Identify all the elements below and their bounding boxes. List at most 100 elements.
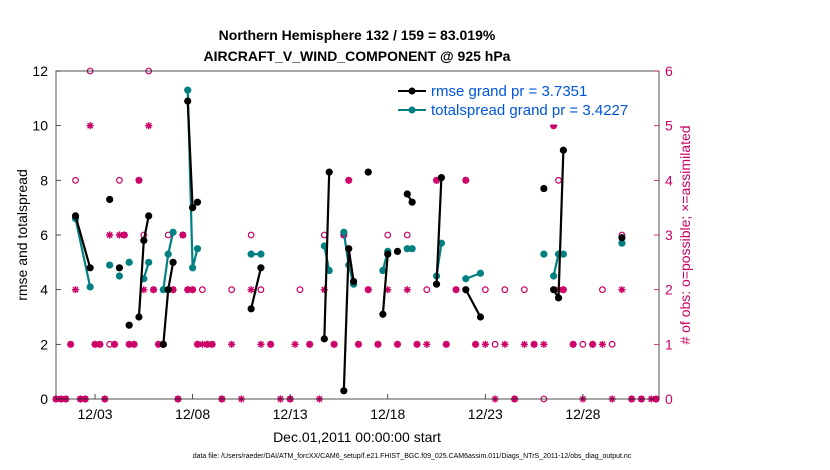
rmse-point-35 (618, 234, 626, 242)
rmse-point-21 (364, 168, 372, 176)
y2-tick-label-5: 5 (665, 118, 673, 134)
obs-assimilated-marker-59 (462, 176, 470, 184)
y2-tick-label-4: 4 (665, 172, 673, 188)
obs-possible-marker-13 (116, 176, 123, 184)
totalspread-point-31 (559, 250, 567, 258)
totalspread-line-0 (74, 218, 92, 288)
obs-assimilated-marker-17 (135, 176, 143, 184)
obs-assimilated-marker-31 (203, 340, 211, 348)
data-file-footnote: data file: /Users/raeder/DAI/ATM_forcXX/… (193, 453, 632, 460)
rmse-point-24 (393, 247, 402, 255)
totalspread-point-32 (618, 239, 626, 247)
rmse-point-16 (320, 335, 328, 343)
obs-assimilated-marker-13 (115, 231, 124, 239)
legend-box (395, 77, 657, 125)
obs-possible-marker-69 (579, 340, 587, 348)
obs-assimilated-marker-36 (247, 286, 255, 294)
plot-area (52, 67, 660, 403)
obs-assimilated-marker-20 (149, 286, 158, 294)
obs-possible-marker-60 (501, 286, 509, 294)
rmse-point-15 (257, 264, 265, 272)
obs-possible-marker-48 (384, 231, 392, 239)
x-tick-label-4: 12/23 (468, 406, 503, 422)
totalspread-point-12 (193, 245, 202, 253)
x-axis-label: Dec.01,2011 00:00:00 start (273, 429, 441, 445)
totalspread-point-13 (247, 250, 255, 258)
rmse-point-17 (325, 168, 333, 176)
obs-assimilated-marker-54 (413, 340, 421, 348)
legend-spread-label: totalspread grand pr = 3.4227 (431, 102, 628, 119)
obs-assimilated-marker-16 (130, 340, 138, 348)
y-tick-label-3: 6 (40, 227, 48, 243)
y-axis-left: 0 2 4 6 8 10 12 (32, 63, 61, 407)
rmse-point-9 (164, 286, 172, 294)
obs-assimilated-marker-48 (354, 340, 363, 348)
rmse-point-7 (145, 212, 153, 220)
rmse-point-29 (462, 286, 470, 294)
totalspread-point-14 (257, 250, 265, 258)
obs-assimilated-marker-21 (154, 340, 163, 348)
obs-assimilated-marker-44 (320, 286, 328, 294)
obs-assimilated-marker-57 (442, 340, 450, 348)
obs-possible-marker-4 (72, 176, 79, 184)
rmse-line-10 (464, 289, 482, 318)
obs-assimilated-marker-45 (330, 340, 338, 348)
y-tick-label-4: 8 (40, 172, 48, 188)
y-tick-label-0: 0 (40, 391, 48, 407)
rmse-point-10 (169, 258, 177, 266)
rmse-point-8 (159, 340, 167, 348)
rmse-point-2 (106, 195, 114, 204)
rmse-line-3 (186, 101, 199, 211)
x-tick-label-2: 12/13 (273, 406, 308, 422)
obs-assimilated-marker-14 (120, 231, 128, 239)
obs-assimilated-marker-18 (140, 286, 148, 294)
rmse-line-9 (435, 177, 443, 285)
y-tick-label-1: 2 (40, 336, 48, 352)
rmse-point-33 (554, 294, 563, 302)
legend-rmse-label: rmse grand pr = 3.7351 (431, 83, 587, 100)
totalspread-point-2 (106, 261, 114, 269)
obs-assimilated-marker-63 (501, 340, 509, 348)
chart-title: Northern Hemisphere 132 / 159 = 83.019% (219, 27, 496, 43)
obs-assimilated-marker-41 (291, 340, 299, 348)
obs-assimilated-marker-47 (345, 176, 353, 184)
totalspread-point-8 (164, 250, 172, 258)
obs-assimilated-marker-24 (169, 286, 177, 294)
totalspread-point-29 (550, 272, 558, 280)
totalspread-point-25 (437, 239, 446, 247)
obs-assimilated-marker-34 (228, 340, 236, 348)
rmse-line-7 (381, 254, 389, 315)
obs-assimilated-marker-30 (198, 340, 206, 348)
rmse-point-19 (345, 245, 353, 253)
obs-possible-marker-52 (423, 286, 431, 294)
rmse-point-34 (559, 146, 567, 154)
rmse-point-28 (437, 174, 446, 182)
x-tick-label-3: 12/18 (370, 406, 405, 422)
rmse-point-25 (403, 190, 411, 198)
rmse-point-30 (476, 313, 485, 321)
rmse-point-20 (349, 277, 358, 286)
rmse-point-0 (71, 212, 80, 220)
x-tick-label-0: 12/03 (78, 406, 113, 422)
y-axis-right: 0 1 2 3 4 5 6 (654, 63, 673, 407)
totalspread-point-4 (125, 258, 133, 266)
obs-assimilated-marker-68 (550, 122, 558, 130)
obs-assimilated-marker-60 (471, 340, 480, 348)
obs-assimilated-marker-42 (306, 340, 314, 348)
rmse-point-22 (379, 310, 387, 318)
obs-assimilated-marker-26 (179, 231, 187, 239)
obs-possible-marker-34 (228, 286, 236, 294)
obs-assimilated-marker-74 (598, 340, 607, 348)
rmse-point-5 (135, 313, 143, 321)
rmse-line-0 (74, 215, 92, 269)
rmse-point-14 (247, 305, 255, 313)
obs-assimilated-marker-53 (403, 286, 411, 294)
obs-assimilated-marker-67 (540, 340, 548, 348)
chart-subtitle: AIRCRAFT_V_WIND_COMPONENT @ 925 hPa (204, 48, 511, 64)
rmse-line-6 (342, 248, 355, 391)
totalspread-point-28 (540, 250, 548, 258)
obs-assimilated-marker-52 (393, 340, 402, 348)
x-axis: 12/03 12/08 12/13 12/18 12/23 12/28 (78, 394, 601, 422)
totalspread-point-23 (408, 245, 416, 253)
obs-assimilated-marker-56 (432, 176, 441, 184)
